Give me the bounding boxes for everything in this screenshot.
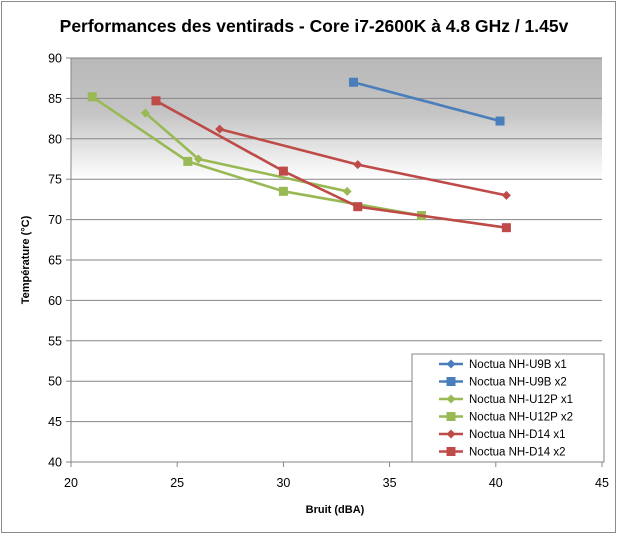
legend-swatch-marker	[446, 429, 456, 439]
legend-swatch-marker	[446, 394, 456, 404]
y-tick-label: 80	[48, 132, 62, 146]
data-point	[151, 96, 161, 106]
legend-entry-label: Noctua NH-U9B x1	[469, 359, 567, 371]
x-tick-label: 20	[64, 476, 78, 490]
data-point	[278, 186, 288, 196]
y-tick-label: 90	[48, 52, 62, 66]
y-tick-label: 60	[48, 294, 62, 308]
y-tick-label: 45	[48, 415, 62, 429]
data-point	[348, 77, 358, 87]
series-line	[155, 99, 507, 229]
legend-entry-label: Noctua NH-U9B x2	[469, 377, 567, 389]
data-point	[501, 190, 511, 200]
data-point	[87, 92, 97, 102]
y-tick-label: 65	[48, 254, 62, 268]
legend-entry-label: Noctua NH-U12P x2	[469, 412, 573, 424]
y-tick-label: 40	[48, 456, 62, 470]
x-tick-label: 40	[489, 476, 503, 490]
y-tick-label: 55	[48, 334, 62, 348]
x-tick-label: 45	[595, 476, 609, 490]
y-tick-label: 75	[48, 173, 62, 187]
legend-entry-label: Noctua NH-U12P x1	[469, 394, 573, 406]
x-axis-title: Bruit (dBA)	[306, 504, 365, 516]
legend-entry-label: Noctua NH-D14 x2	[469, 447, 566, 459]
y-tick-label: 50	[48, 375, 62, 389]
data-point	[495, 116, 505, 126]
x-tick-label: 35	[383, 476, 397, 490]
data-point	[501, 223, 511, 233]
legend-entry-label: Noctua NH-D14 x1	[469, 429, 566, 441]
data-point	[193, 154, 203, 164]
series-line	[353, 80, 501, 123]
data-point	[183, 156, 193, 166]
data-point	[353, 160, 363, 170]
x-tick-label: 30	[276, 476, 290, 490]
y-tick-label: 70	[48, 213, 62, 227]
legend: Noctua NH-U9B x1 Noctua NH-U9B x2 Noctua N…	[411, 353, 605, 463]
data-point	[140, 108, 150, 118]
legend-swatch-marker	[446, 359, 456, 369]
data-point	[215, 124, 225, 134]
plot-area: 40 45 50 55 60 65 70 75 80 85 90 20 25 30 35 40 45	[48, 52, 609, 491]
y-tick-label: 85	[48, 92, 62, 106]
x-tick-label: 25	[170, 476, 184, 490]
legend-box	[411, 353, 605, 463]
data-point	[342, 186, 352, 196]
data-point	[353, 202, 363, 212]
data-point	[278, 166, 288, 176]
legend-swatch-marker	[446, 447, 456, 456]
legend-swatch-marker	[446, 412, 456, 421]
chart-title: Performances des ventirads - Core i7-260…	[60, 16, 569, 36]
legend-swatch-marker	[446, 377, 456, 386]
y-axis-title: Température (°C)	[20, 215, 32, 304]
